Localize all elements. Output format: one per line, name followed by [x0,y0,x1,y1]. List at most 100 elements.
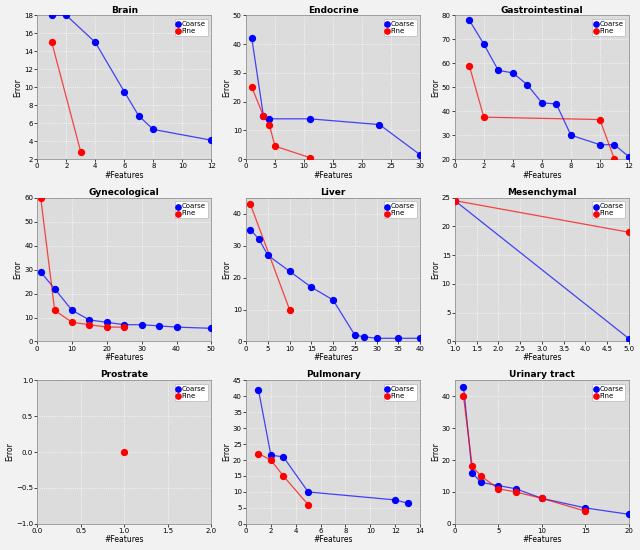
Coarse [306,283,316,292]
Coarse [458,382,468,391]
Coarse [84,316,95,324]
Legend: Coarse, Fine: Coarse, Fine [383,383,417,401]
Y-axis label: Error: Error [223,443,232,461]
X-axis label: #Features: #Features [104,536,144,544]
Y-axis label: Error: Error [223,260,232,279]
X-axis label: #Features: #Features [314,536,353,544]
X-axis label: #Features: #Features [522,536,561,544]
Coarse [595,140,605,149]
X-axis label: #Features: #Features [522,170,561,180]
Fine [264,120,275,129]
Y-axis label: Error: Error [6,443,15,461]
Coarse [206,324,216,333]
Coarse [566,131,576,140]
Coarse [476,478,486,487]
Coarse [493,66,504,75]
Fine [246,83,257,92]
Coarse [508,68,518,77]
Fine [36,194,46,202]
Legend: Coarse, Fine: Coarse, Fine [593,383,625,401]
Coarse [148,125,159,134]
Legend: Coarse, Fine: Coarse, Fine [175,201,208,218]
Title: Endocrine: Endocrine [308,6,358,14]
Coarse [624,334,634,343]
Coarse [154,322,164,331]
Coarse [305,114,315,123]
Title: Urinary tract: Urinary tract [509,370,575,380]
Title: Liver: Liver [321,188,346,197]
Coarse [415,334,425,343]
Fine [476,471,486,480]
Legend: Coarse, Fine: Coarse, Fine [383,201,417,218]
Title: Gastrointestinal: Gastrointestinal [500,6,583,14]
Fine [270,142,280,151]
Fine [259,112,269,120]
Coarse [259,112,269,120]
Coarse [90,38,100,47]
Coarse [134,112,144,120]
Coarse [349,331,360,339]
Legend: Coarse, Fine: Coarse, Fine [175,19,208,36]
Coarse [278,453,289,461]
X-axis label: #Features: #Features [314,170,353,180]
Fine [278,471,289,480]
Title: Pulmonary: Pulmonary [306,370,360,380]
Fine [303,500,314,509]
Legend: Coarse, Fine: Coarse, Fine [593,201,625,218]
Fine [458,392,468,400]
Coarse [374,120,385,129]
Coarse [511,485,521,493]
Coarse [415,150,425,159]
Y-axis label: Error: Error [431,443,440,461]
Fine [305,153,315,162]
Coarse [493,481,504,490]
Coarse [624,510,634,519]
Coarse [551,100,561,108]
Coarse [119,320,129,329]
Y-axis label: Error: Error [431,78,440,97]
Title: Prostrate: Prostrate [100,370,148,380]
Fine [609,155,620,163]
Fine [580,507,591,515]
Coarse [136,320,147,329]
Fine [76,147,86,156]
Coarse [479,40,489,48]
Coarse [537,494,547,503]
Title: Mesenchymal: Mesenchymal [507,188,577,197]
Fine [119,323,129,332]
Coarse [403,499,413,508]
Fine [511,487,521,496]
Coarse [262,251,273,260]
Coarse [624,152,634,161]
Coarse [464,16,474,25]
Coarse [36,268,46,277]
Fine [102,323,112,332]
Fine [479,113,489,122]
Coarse [328,295,338,304]
Coarse [245,226,255,234]
Fine [47,38,57,47]
Coarse [206,136,216,145]
Coarse [102,318,112,327]
Coarse [49,284,60,293]
Coarse [61,11,72,20]
Coarse [371,334,381,343]
Fine [467,462,477,471]
Y-axis label: Error: Error [431,260,440,279]
Y-axis label: Error: Error [13,78,22,97]
Fine [84,320,95,329]
Title: Gynecological: Gynecological [89,188,159,197]
Legend: Coarse, Fine: Coarse, Fine [383,19,417,36]
X-axis label: #Features: #Features [314,353,353,362]
Fine [624,228,634,236]
Coarse [284,267,294,276]
Coarse [537,98,547,107]
Coarse [303,487,314,496]
Coarse [119,87,129,96]
Fine [49,306,60,315]
Fine [450,196,460,205]
Coarse [172,323,182,332]
Coarse [390,496,401,504]
Legend: Coarse, Fine: Coarse, Fine [175,383,208,401]
Coarse [254,235,264,244]
